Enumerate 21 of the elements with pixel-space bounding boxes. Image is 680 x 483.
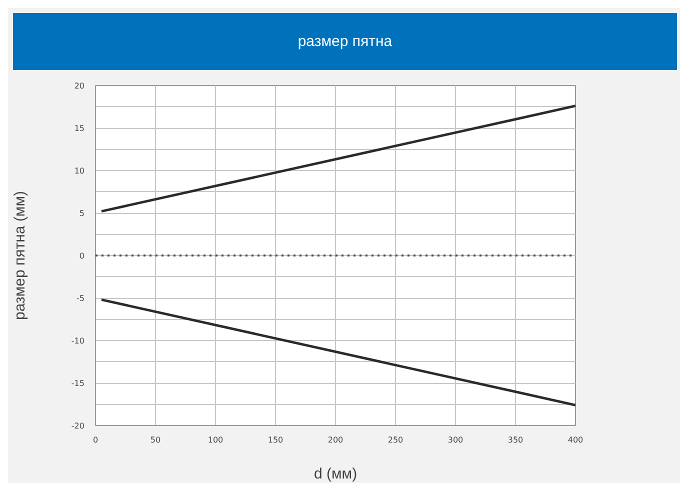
x-tick-label: 200 <box>328 436 344 444</box>
y-axis-title: размер пятна (мм) <box>11 190 28 320</box>
x-tick-label: 150 <box>268 436 284 444</box>
y-tick-label: 20 <box>74 82 85 90</box>
y-tick-label: -5 <box>76 294 85 303</box>
y-tick-label: 5 <box>79 209 85 218</box>
x-tick-label: 0 <box>92 436 98 444</box>
y-tick-label: -15 <box>71 379 85 388</box>
y-tick-label: 10 <box>74 166 85 176</box>
x-tick-label: 250 <box>388 436 404 444</box>
x-tick-label: 350 <box>508 436 524 444</box>
x-axis-title: d (мм) <box>314 466 358 482</box>
chart-title: размер пятна <box>298 32 392 52</box>
x-tick-label: 50 <box>150 436 161 444</box>
y-tick-label: -10 <box>71 336 85 346</box>
x-tick-label: 300 <box>448 436 464 444</box>
y-tick-label: 15 <box>74 124 85 133</box>
x-tick-label: 100 <box>208 436 224 444</box>
x-tick-label: 400 <box>568 436 584 444</box>
y-tick-label: 0 <box>79 252 85 260</box>
y-tick-label: -20 <box>71 422 85 430</box>
